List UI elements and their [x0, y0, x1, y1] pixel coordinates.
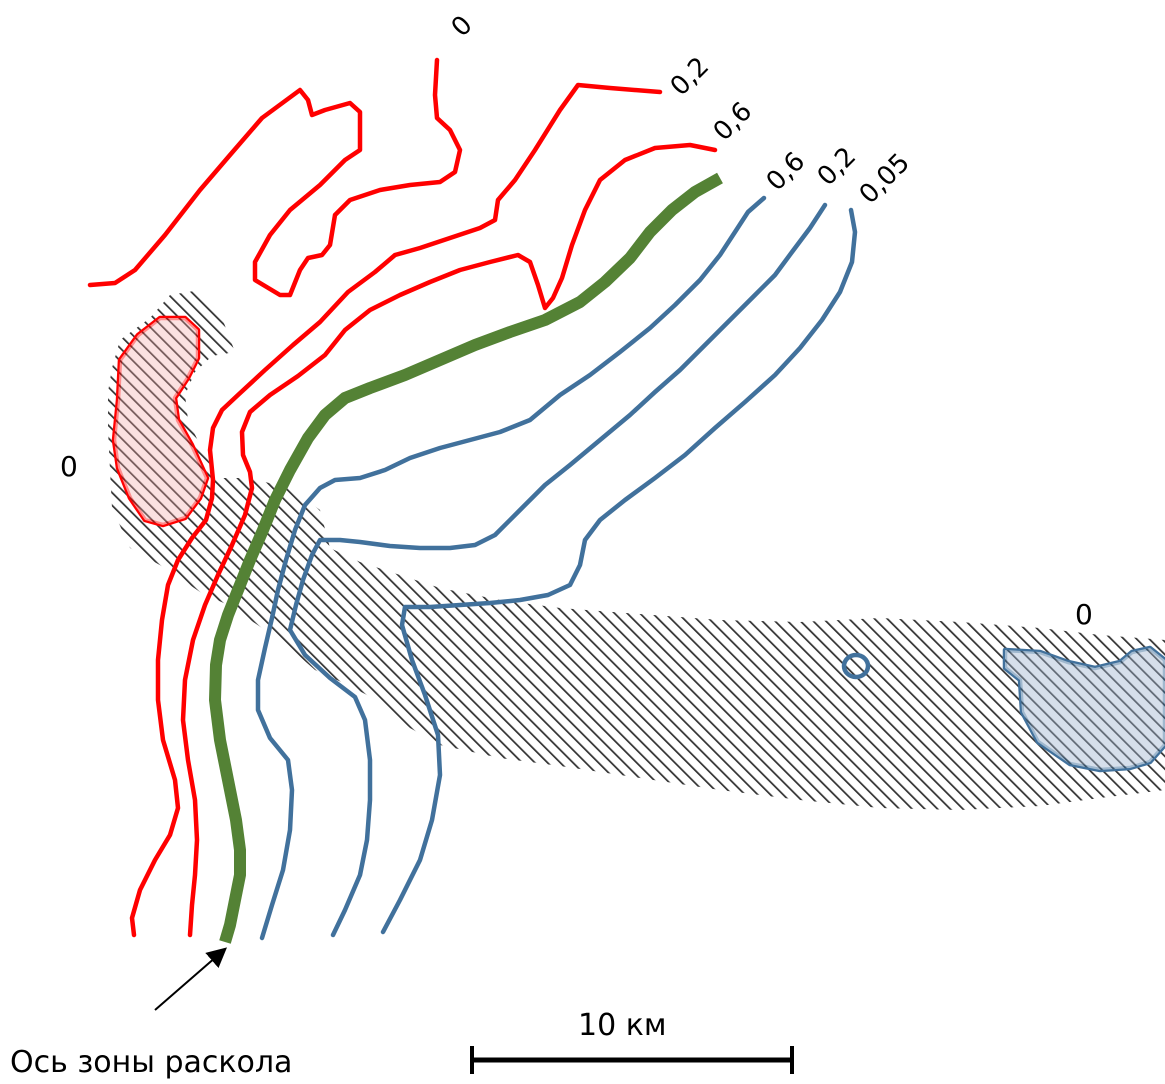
blue-contour-06 [255, 195, 767, 941]
red-contour-02 [129, 82, 663, 938]
label-zero-right: 0 [1075, 598, 1093, 631]
red-contour-outer-left [87, 57, 463, 298]
label-contour-blue-005: 0,05 [854, 148, 916, 210]
label-contour-red-02: 0,2 [665, 51, 715, 101]
scale-bar-label: 10 км [578, 1008, 666, 1043]
hatched-zone [108, 290, 1165, 810]
blue-contour-005 [380, 207, 858, 935]
red-contour-06 [180, 142, 718, 938]
label-contour-blue-06: 0,6 [761, 146, 811, 196]
rift-axis-pointer-arrow [154, 947, 228, 1011]
scale-bar [470, 1046, 794, 1074]
label-contour-blue-02: 0,2 [812, 141, 862, 191]
label-zero-left: 0 [60, 450, 78, 483]
label-contour-red-06: 0,6 [708, 96, 758, 146]
rift-axis-caption: Ось зоны раскола [10, 1045, 292, 1080]
red-anomaly-area-hatch [114, 318, 207, 525]
blue-anomaly-area-hatch [1005, 648, 1165, 770]
blue-small-circle [841, 652, 871, 680]
label-contour-red-0: 0 [446, 10, 479, 43]
rift-axis-line [209, 172, 723, 944]
blue-contour-02 [287, 202, 828, 938]
